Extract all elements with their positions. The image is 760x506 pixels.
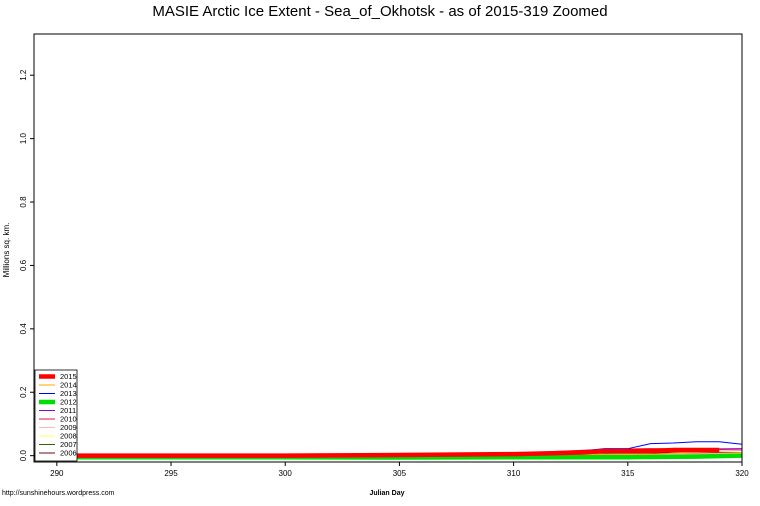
y-axis: 0.0 0.2 0.4 0.6 0.8 1.0 1.2 bbox=[19, 69, 34, 461]
y-tick-label: 0.6 bbox=[19, 259, 28, 271]
x-tick-label: 315 bbox=[621, 469, 635, 478]
y-tick-label: 1.0 bbox=[19, 133, 28, 145]
x-axis: 290 295 300 305 310 315 320 bbox=[50, 462, 749, 478]
legend-label-2013: 2013 bbox=[60, 389, 77, 398]
legend-label-2010: 2010 bbox=[60, 415, 77, 424]
legend-label-2009: 2009 bbox=[60, 423, 77, 432]
legend-label-2012: 2012 bbox=[60, 398, 77, 407]
legend-label-2014: 2014 bbox=[60, 381, 77, 390]
series-layer bbox=[33, 441, 743, 460]
x-tick-label: 300 bbox=[279, 469, 293, 478]
legend-label-2011: 2011 bbox=[60, 406, 76, 415]
y-tick-label: 0.4 bbox=[19, 323, 28, 335]
x-axis-label: Julian Day bbox=[369, 490, 404, 497]
x-tick-label: 310 bbox=[507, 469, 521, 478]
legend-label-2006: 2006 bbox=[60, 449, 77, 458]
y-tick-label: 1.2 bbox=[19, 69, 28, 81]
chart-title: MASIE Arctic Ice Extent - Sea_of_Okhotsk… bbox=[152, 3, 607, 20]
y-tick-label: 0.0 bbox=[19, 450, 28, 462]
legend-label-2015: 2015 bbox=[60, 372, 77, 381]
legend-label-2008: 2008 bbox=[60, 432, 77, 441]
source-credit: http://sunshinehours.wordpress.com bbox=[2, 490, 115, 497]
legend-label-2007: 2007 bbox=[60, 440, 77, 449]
x-tick-label: 320 bbox=[735, 469, 749, 478]
x-tick-label: 290 bbox=[50, 469, 64, 478]
x-tick-label: 295 bbox=[164, 469, 178, 478]
y-axis-label: Millions sq. km. bbox=[2, 223, 11, 278]
plot-frame bbox=[33, 33, 743, 463]
series-line-2015 bbox=[34, 447, 720, 458]
x-tick-label: 305 bbox=[393, 469, 407, 478]
y-tick-label: 0.8 bbox=[19, 196, 28, 208]
y-tick-label: 0.2 bbox=[19, 386, 28, 398]
